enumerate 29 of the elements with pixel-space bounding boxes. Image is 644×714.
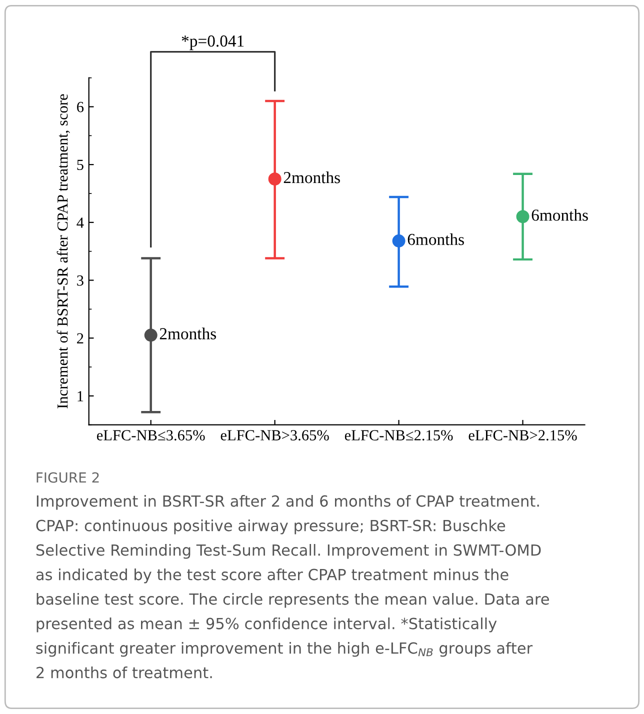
text: presented as mean ± 95% confidence interval. *Statistically xyxy=(36,618,497,632)
x-tick-label: eLFC-NB≤2.15% xyxy=(344,430,453,441)
annotation: 2months xyxy=(284,171,340,184)
point xyxy=(268,172,282,186)
point xyxy=(392,234,406,248)
annotation: 2months xyxy=(160,328,216,340)
y-axis-title: Increment of BSRT-SR after CPAP treatment, score xyxy=(56,94,70,408)
y-tick-label: 5 xyxy=(77,160,84,170)
x-tick-label: eLFC-NB>3.65% xyxy=(220,430,329,441)
text: CPAP: continuous positive airway pressure; BSRT-SR: Buschke xyxy=(36,520,506,534)
caption: FIGURE 2 xyxy=(36,472,99,483)
text: Selective Reminding Test-Sum Recall. Improvement in SWMT-OMD xyxy=(36,544,541,559)
x-tick-label: eLFC-NB>2.15% xyxy=(468,430,577,441)
y-tick-label: 6 xyxy=(77,102,84,112)
y-tick-label: 1 xyxy=(78,391,84,402)
text: as indicated by the test score after CPAP treatment minus the xyxy=(36,568,508,584)
x-tick-label: eLFC-NB≤3.65% xyxy=(96,430,205,441)
text: significant greater improvement in the high e-LFC$_{NB}$ groups after xyxy=(36,642,533,657)
point xyxy=(144,328,158,342)
text: 2 months of treatment. xyxy=(36,666,212,678)
annotation: 6months xyxy=(532,209,588,221)
y-tick-label: 4 xyxy=(76,218,84,228)
text: Improvement in BSRT-SR after 2 and 6 months of CPAP treatment. xyxy=(36,495,539,510)
text: baseline test score. The circle represents the mean value. Data are xyxy=(36,593,549,608)
y-tick-label: 2 xyxy=(77,333,84,344)
text: *p=0.041 xyxy=(182,35,244,50)
y-tick-label: 3 xyxy=(77,275,84,286)
point xyxy=(516,210,530,224)
annotation: 6months xyxy=(408,233,464,246)
